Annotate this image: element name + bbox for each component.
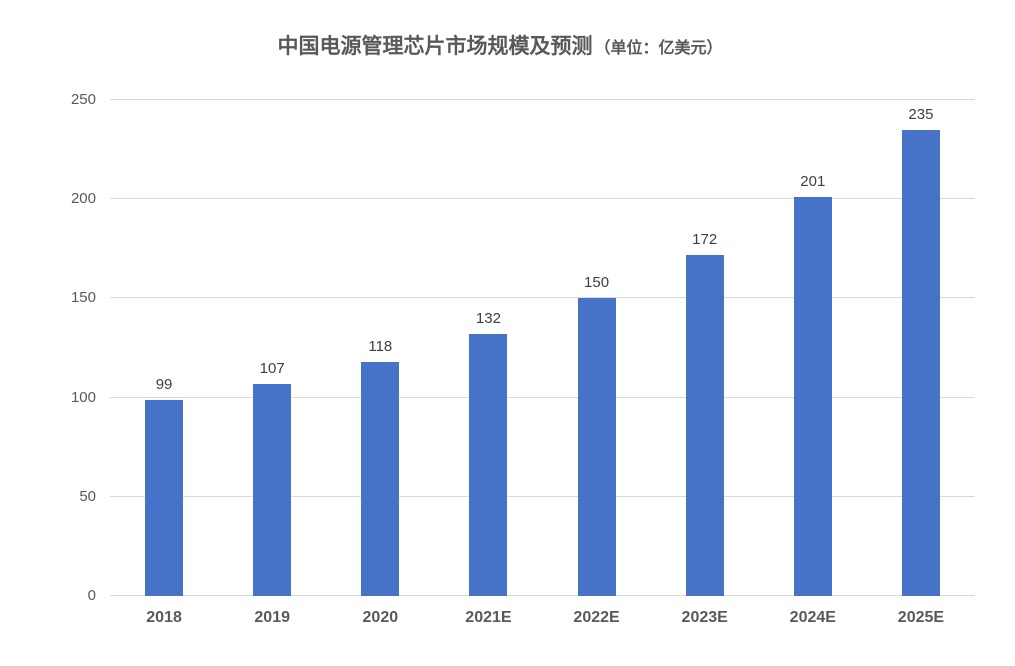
bar-column-2021E: 132 (434, 100, 542, 596)
bar (577, 298, 616, 596)
data-label: 118 (368, 337, 393, 355)
x-tick-label: 2022E (573, 609, 620, 626)
x-tick-label: 2025E (897, 609, 945, 626)
x-axis-line (110, 595, 975, 596)
y-tick-label: 250 (70, 91, 96, 108)
x-tick-label: 2021E (465, 609, 512, 626)
x-tick-label: 2024E (789, 609, 836, 626)
data-label: 235 (908, 105, 934, 123)
bar (901, 129, 940, 596)
bar (145, 399, 184, 596)
bar (685, 254, 724, 596)
data-label: 150 (584, 274, 610, 292)
gridline (110, 396, 975, 398)
bar (253, 383, 292, 596)
chart-title-text: 中国电源管理芯片市场规模及预测 (277, 35, 593, 58)
plot-area: 99 107 118 132 150 172 201 235 (110, 99, 975, 596)
x-axis: 2018 2019 2020 2021E 2022E 2023E 2024E 2025E (110, 608, 975, 628)
chart-title-unit: （单位：亿美元） (594, 40, 723, 57)
x-tick-label: 2023E (681, 609, 728, 626)
bar (793, 197, 832, 596)
bar-series: 99 107 118 132 150 172 201 235 (110, 100, 975, 596)
data-label: 201 (800, 173, 826, 191)
y-tick-label: 50 (79, 487, 96, 505)
bar-column-2025E: 235 (867, 100, 975, 596)
bar-column-2023E: 172 (651, 100, 759, 596)
y-tick-label: 0 (87, 587, 96, 604)
data-label: 132 (475, 310, 501, 328)
gridline (110, 495, 975, 497)
gridline (110, 297, 975, 299)
x-tick-label: 2020 (362, 609, 399, 626)
bar-column-2022E: 150 (543, 100, 651, 596)
data-label: 99 (155, 375, 173, 393)
bar-column-2019: 107 (218, 100, 326, 596)
x-tick-label: 2019 (254, 609, 290, 626)
gridline (110, 198, 975, 200)
y-tick-label: 150 (70, 289, 96, 307)
gridline (110, 99, 975, 100)
y-tick-label: 100 (70, 388, 96, 406)
chart-title: 中国电源管理芯片市场规模及预测 （单位：亿美元） (25, 32, 975, 64)
y-tick-label: 200 (70, 190, 96, 208)
bar-column-2020: 118 (326, 100, 434, 596)
bar-column-2024E: 201 (759, 100, 867, 596)
bar (469, 334, 508, 596)
bar (361, 361, 400, 596)
data-label: 172 (692, 230, 718, 248)
data-label: 107 (259, 359, 285, 377)
y-axis: 0 50 100 150 200 250 (0, 92, 96, 604)
bar-column-2018: 99 (110, 100, 218, 596)
x-tick-label: 2018 (146, 609, 182, 626)
